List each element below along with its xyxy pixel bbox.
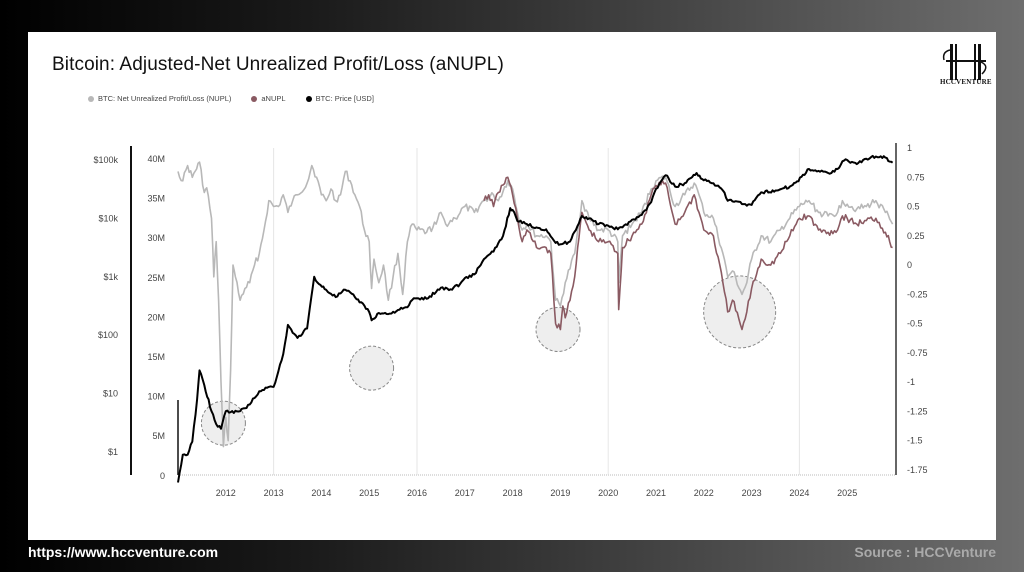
series-line-anupl [483,176,893,331]
supply-tick-label: 30M [147,233,165,243]
x-tick-label: 2018 [503,488,523,498]
supply-tick-label: 20M [147,312,165,322]
chart-legend: BTC: Net Unrealized Profit/Loss (NUPL) a… [88,94,374,103]
right-tick-label: -0.5 [907,319,923,329]
legend-item-price[interactable]: BTC: Price [USD] [305,94,374,103]
x-tick-label: 2019 [550,488,570,498]
x-tick-label: 2023 [742,488,762,498]
footer-url-link[interactable]: https://www.hccventure.com [28,544,219,560]
right-tick-label: -0.25 [907,289,928,299]
chart-card: Bitcoin: Adjusted-Net Unrealized Profit/… [28,32,996,540]
legend-item-anupl[interactable]: aNUPL [251,94,286,103]
legend-label-nupl: BTC: Net Unrealized Profit/Loss (NUPL) [98,94,232,103]
x-tick-label: 2017 [455,488,475,498]
legend-label-anupl: aNUPL [261,94,286,103]
price-tick-label: $10k [98,213,118,223]
price-tick-label: $100k [93,155,118,165]
legend-dot-anupl [251,95,258,102]
supply-tick-label: 5M [152,431,165,441]
right-tick-label: 0 [907,260,912,270]
right-tick-label: -1.5 [907,436,923,446]
supply-tick-label: 35M [147,194,165,204]
highlight-circle [349,345,395,391]
right-tick-label: -1 [907,377,915,387]
series-line-price [177,154,894,483]
price-tick-label: $1k [103,272,118,282]
legend-dot-price [305,95,312,102]
right-tick-label: 1 [907,143,912,153]
x-tick-label: 2014 [311,488,331,498]
logo-text: HCCVENTURE [940,78,992,86]
legend-label-price: BTC: Price [USD] [315,94,374,103]
supply-tick-label: 0 [160,471,165,481]
x-tick-label: 2012 [216,488,236,498]
legend-dot-nupl [88,95,94,102]
supply-tick-label: 40M [147,154,165,164]
right-tick-label: 0.75 [907,172,925,182]
right-tick-label: -0.75 [907,348,928,358]
x-tick-label: 2016 [407,488,427,498]
right-tick-label: 0.25 [907,231,925,241]
x-tick-label: 2020 [598,488,618,498]
right-tick-label: 0.5 [907,202,920,212]
supply-tick-label: 10M [147,392,165,402]
x-tick-label: 2022 [694,488,714,498]
series-line-nupl [177,161,894,448]
chart-title: Bitcoin: Adjusted-Net Unrealized Profit/… [52,54,504,75]
footer-source: Source : HCCVenture [854,544,996,560]
x-tick-label: 2013 [264,488,284,498]
x-tick-label: 2015 [359,488,379,498]
price-tick-label: $1 [108,447,118,457]
x-tick-label: 2025 [837,488,857,498]
right-tick-label: -1.25 [907,406,928,416]
x-tick-label: 2024 [789,488,809,498]
price-tick-label: $10 [103,389,118,399]
highlight-circle [535,306,581,352]
hccventure-logo-icon [942,44,987,80]
supply-tick-label: 25M [147,273,165,283]
right-tick-label: -1.75 [907,465,928,475]
x-tick-label: 2021 [646,488,666,498]
legend-item-nupl[interactable]: BTC: Net Unrealized Profit/Loss (NUPL) [88,94,231,103]
price-tick-label: $100 [98,330,118,340]
supply-tick-label: 15M [147,352,165,362]
highlight-circle [703,275,777,349]
